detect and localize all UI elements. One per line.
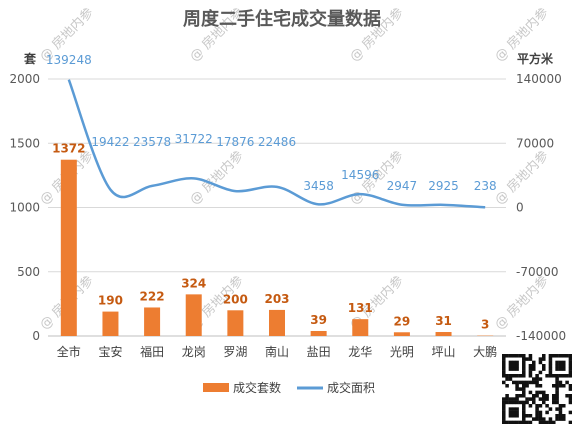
bar-data-label: 190 bbox=[98, 294, 123, 308]
line-data-label: 3458 bbox=[303, 179, 334, 193]
left-tick-label: 500 bbox=[17, 265, 40, 279]
chart-title: 周度二手住宅成交量数据 bbox=[183, 8, 381, 30]
line-data-label: 31722 bbox=[175, 132, 213, 146]
bar bbox=[60, 159, 77, 336]
legend-label-line: 成交面积 bbox=[327, 380, 375, 395]
category-label: 大鹏 bbox=[473, 345, 497, 359]
bar-data-label: 203 bbox=[264, 292, 289, 306]
category-label: 龙岗 bbox=[182, 345, 206, 359]
line-data-label: 2947 bbox=[387, 179, 418, 193]
bar bbox=[185, 294, 202, 336]
category-label: 光明 bbox=[390, 345, 414, 359]
bar-data-label: 200 bbox=[223, 292, 248, 306]
bar-data-label: 3 bbox=[481, 318, 489, 332]
category-label: 罗湖 bbox=[223, 344, 247, 359]
bar-data-label: 1372 bbox=[52, 142, 85, 156]
right-tick-label: -140000 bbox=[516, 329, 566, 343]
category-label: 全市 bbox=[57, 344, 81, 359]
qr-code-icon bbox=[502, 354, 573, 425]
right-tick-label: 140000 bbox=[516, 72, 562, 86]
bar bbox=[102, 311, 119, 336]
left-tick-label: 1500 bbox=[9, 136, 40, 150]
category-label: 南山 bbox=[265, 344, 289, 359]
bar bbox=[352, 319, 369, 336]
bar bbox=[310, 330, 327, 336]
left-tick-label: 0 bbox=[32, 329, 40, 343]
right-tick-label: 70000 bbox=[516, 136, 554, 150]
bar-data-label: 31 bbox=[435, 314, 452, 328]
bar-data-label: 131 bbox=[348, 301, 373, 315]
line-data-label: 23578 bbox=[133, 135, 171, 149]
category-label: 龙华 bbox=[348, 345, 372, 359]
legend-label-bar: 成交套数 bbox=[233, 380, 281, 395]
line-data-label: 139248 bbox=[46, 53, 92, 67]
category-label: 盐田 bbox=[307, 345, 331, 359]
right-axis-unit: 平方米 bbox=[517, 51, 554, 66]
line-data-label: 238 bbox=[474, 179, 497, 193]
bar bbox=[393, 332, 410, 336]
line-data-label: 19422 bbox=[91, 135, 129, 149]
left-axis-unit: 套 bbox=[23, 51, 37, 66]
category-label: 坪山 bbox=[432, 345, 456, 359]
category-label: 福田 bbox=[140, 344, 164, 359]
line-data-label: 14596 bbox=[341, 168, 379, 182]
watermark-text: @ 房地内参 bbox=[492, 273, 552, 333]
bar-data-label: 29 bbox=[394, 314, 411, 328]
bar bbox=[227, 310, 244, 336]
left-tick-label: 1000 bbox=[9, 201, 40, 215]
right-tick-label: 0 bbox=[516, 201, 524, 215]
line-data-label: 2925 bbox=[428, 179, 459, 193]
bar bbox=[269, 309, 285, 336]
category-label: 宝安 bbox=[98, 344, 122, 359]
watermark-text: @ 房地内参 bbox=[492, 148, 552, 208]
bar bbox=[144, 307, 161, 336]
bar-data-label: 324 bbox=[181, 276, 206, 290]
area-line bbox=[67, 79, 486, 209]
right-tick-label: -70000 bbox=[516, 265, 559, 279]
legend-swatch-bar bbox=[203, 383, 229, 392]
legend: 成交套数 成交面积 bbox=[203, 380, 375, 395]
bar-data-label: 222 bbox=[140, 289, 165, 303]
bar bbox=[435, 332, 452, 336]
line-data-label: 22486 bbox=[258, 135, 296, 149]
left-tick-label: 2000 bbox=[9, 72, 40, 86]
bar-data-label: 39 bbox=[310, 313, 327, 327]
line-data-label: 17876 bbox=[216, 135, 254, 149]
